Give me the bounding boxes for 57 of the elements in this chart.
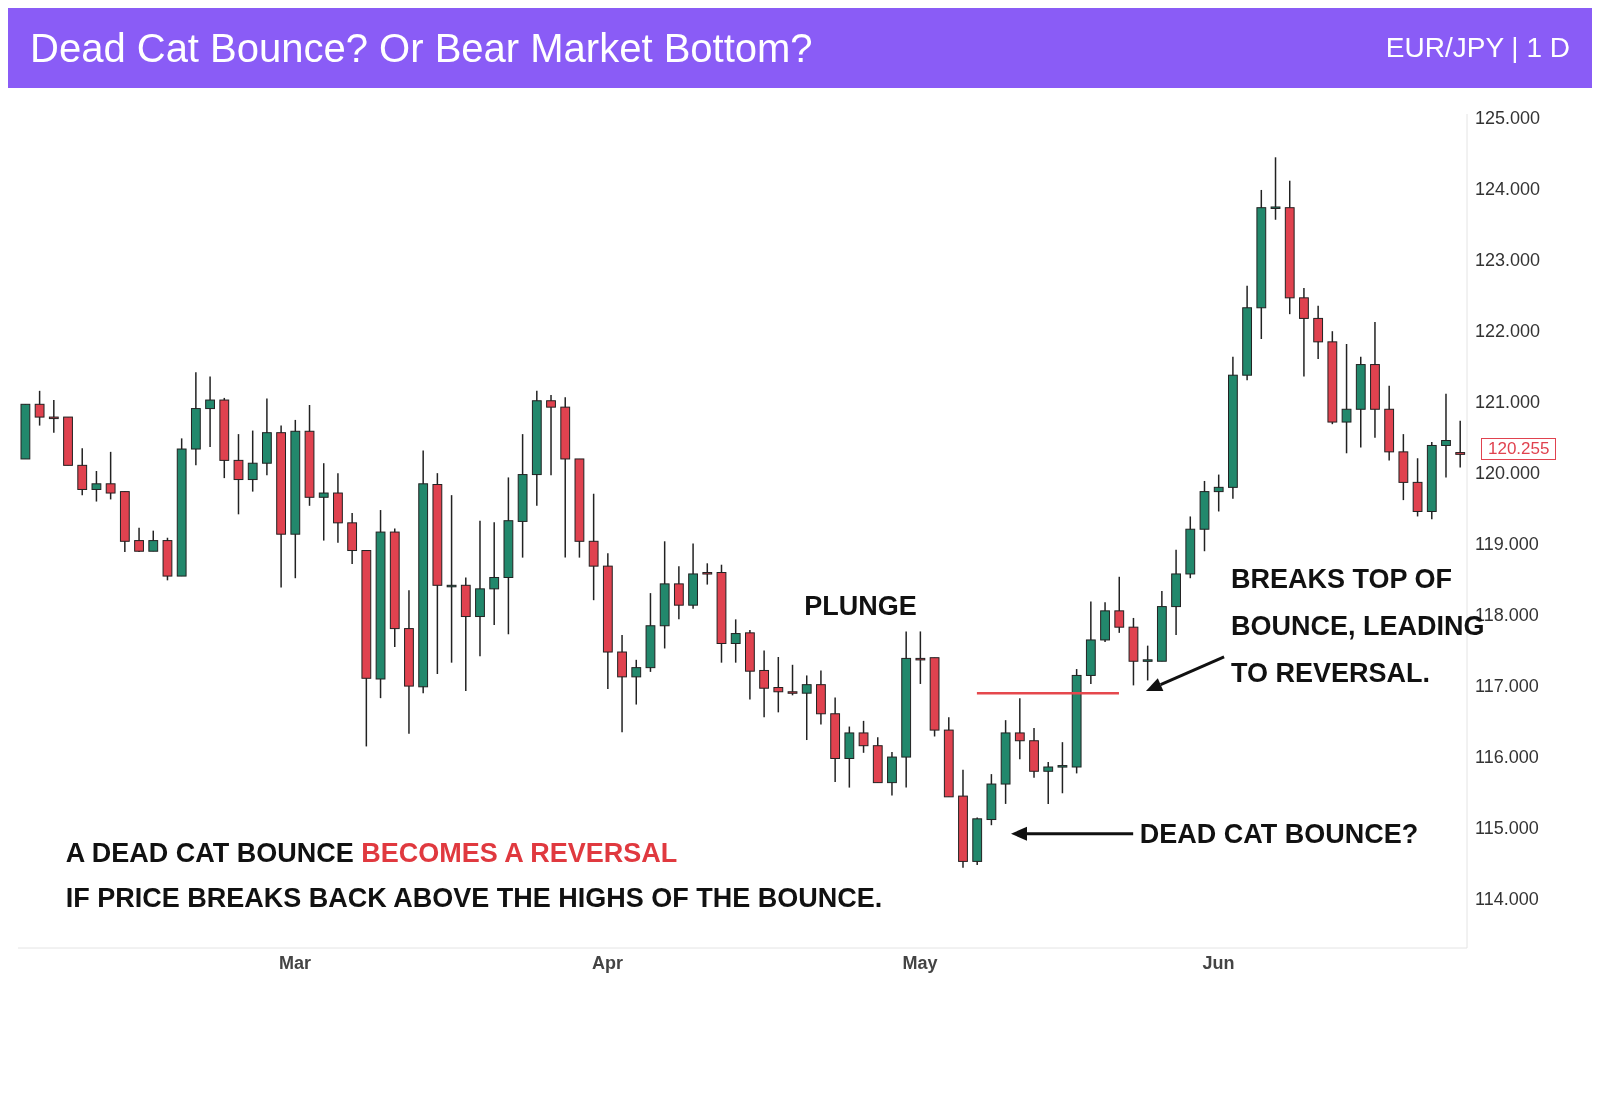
y-tick-label: 123.000 bbox=[1475, 249, 1541, 270]
x-tick-label: Apr bbox=[592, 952, 624, 973]
candlestick bbox=[1270, 156, 1281, 221]
annotation: IF PRICE BREAKS BACK ABOVE THE HIGHS OF THE BOUNCE. bbox=[65, 881, 883, 915]
candlestick bbox=[1043, 761, 1054, 805]
candlestick bbox=[489, 521, 500, 626]
chart-subtitle: EUR/JPY | 1 D bbox=[1385, 32, 1570, 64]
candlestick bbox=[1142, 644, 1153, 682]
candlestick bbox=[858, 720, 869, 754]
y-tick-label: 122.000 bbox=[1475, 320, 1541, 341]
annotation: A DEAD CAT BOUNCE bbox=[65, 837, 354, 868]
y-tick-label: 121.000 bbox=[1475, 391, 1541, 412]
candlestick bbox=[34, 390, 45, 427]
y-tick-label: 117.000 bbox=[1475, 675, 1539, 696]
x-tick-label: Jun bbox=[1202, 952, 1235, 973]
chart-title: Dead Cat Bounce? Or Bear Market Bottom? bbox=[30, 25, 813, 71]
candlestick bbox=[631, 659, 642, 706]
candlestick bbox=[1057, 741, 1068, 795]
annotation: DEAD CAT BOUNCE? bbox=[1139, 817, 1419, 851]
y-tick-label: 125.000 bbox=[1475, 107, 1541, 128]
price-tag: 120.255 bbox=[1481, 438, 1557, 461]
candlestick bbox=[91, 470, 102, 503]
candlestick bbox=[48, 399, 59, 434]
candlestick bbox=[1114, 576, 1125, 634]
candlestick bbox=[787, 664, 798, 697]
candlestick bbox=[702, 562, 713, 586]
candlestick bbox=[673, 565, 684, 621]
annotation: BECOMES A REVERSAL bbox=[360, 837, 678, 868]
x-tick-label: Mar bbox=[279, 952, 312, 973]
candlestick bbox=[1441, 392, 1451, 479]
candlestick bbox=[1299, 287, 1309, 378]
candlestick bbox=[1213, 473, 1224, 513]
candlestick bbox=[1313, 304, 1324, 360]
candlestick bbox=[915, 630, 926, 685]
candlestick bbox=[318, 462, 329, 542]
y-tick-label: 115.000 bbox=[1475, 817, 1539, 838]
candlestick bbox=[1014, 697, 1025, 760]
candlestick bbox=[1341, 343, 1352, 455]
candlestick bbox=[205, 375, 215, 448]
candlestick bbox=[134, 527, 144, 553]
y-tick-label: 114.000 bbox=[1475, 888, 1539, 909]
candlestick bbox=[730, 618, 741, 664]
candlestick bbox=[759, 649, 770, 719]
y-tick-label: 119.000 bbox=[1475, 533, 1539, 554]
candlestick bbox=[773, 656, 784, 714]
candlestick bbox=[233, 433, 244, 516]
y-tick-label: 124.000 bbox=[1475, 178, 1541, 199]
candlestick bbox=[801, 674, 812, 741]
x-tick-label: May bbox=[902, 952, 938, 973]
candlestick bbox=[1455, 419, 1466, 469]
y-tick-label: 120.000 bbox=[1475, 462, 1541, 483]
candlestick bbox=[247, 429, 258, 493]
annotation: PLUNGE bbox=[804, 589, 917, 623]
candlestick bbox=[148, 529, 159, 552]
y-tick-label: 116.000 bbox=[1475, 746, 1539, 767]
candlestick bbox=[546, 394, 556, 477]
candlestick bbox=[105, 451, 116, 501]
